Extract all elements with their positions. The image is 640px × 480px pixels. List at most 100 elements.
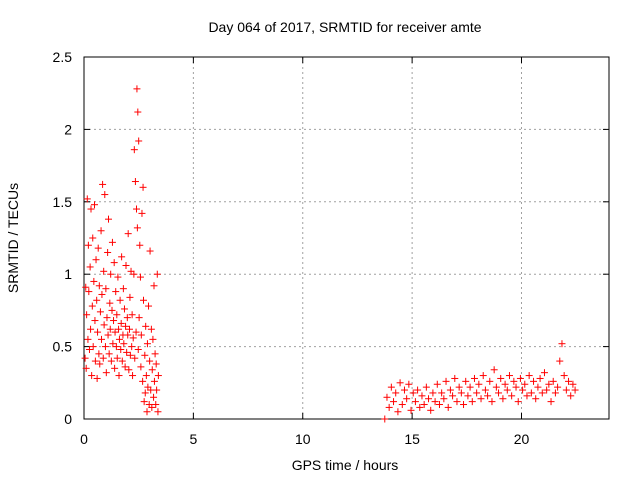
data-point xyxy=(460,401,468,409)
data-point xyxy=(519,386,527,394)
data-point xyxy=(558,340,566,348)
data-point xyxy=(97,227,105,235)
data-point xyxy=(488,398,496,406)
data-point xyxy=(457,389,465,397)
x-axis-label: GPS time / hours xyxy=(292,457,399,473)
data-point xyxy=(477,395,485,403)
data-point xyxy=(141,351,149,359)
data-point xyxy=(398,401,406,409)
data-point xyxy=(143,408,151,416)
data-point xyxy=(490,366,498,374)
data-point xyxy=(138,209,146,217)
data-point xyxy=(140,296,147,304)
data-point xyxy=(135,314,143,322)
data-point xyxy=(451,374,459,382)
data-point xyxy=(475,380,483,388)
data-point xyxy=(551,389,559,397)
data-point xyxy=(444,403,452,411)
data-point xyxy=(107,270,115,278)
data-point xyxy=(433,380,441,388)
data-point xyxy=(455,383,463,391)
data-point xyxy=(150,393,158,401)
data-point xyxy=(88,302,96,310)
data-point xyxy=(497,374,505,382)
data-point xyxy=(133,205,140,213)
data-point xyxy=(505,372,513,380)
data-point xyxy=(142,372,150,380)
data-point xyxy=(83,311,91,319)
data-point xyxy=(89,234,97,242)
data-point xyxy=(470,374,478,382)
data-point xyxy=(119,285,127,293)
data-point xyxy=(141,389,149,397)
data-point xyxy=(85,288,93,296)
data-point xyxy=(508,392,516,400)
data-point xyxy=(538,389,546,397)
data-point xyxy=(115,335,123,343)
data-point xyxy=(120,305,128,313)
data-point xyxy=(140,398,148,406)
data-point xyxy=(85,345,93,353)
data-point xyxy=(99,354,107,362)
data-point xyxy=(137,363,145,371)
data-point xyxy=(93,374,101,382)
data-point xyxy=(110,259,118,267)
data-point xyxy=(129,334,137,342)
data-point xyxy=(120,340,128,348)
data-point xyxy=(88,372,96,380)
data-point xyxy=(92,256,100,264)
data-point xyxy=(110,317,118,325)
data-point xyxy=(149,335,157,343)
data-point xyxy=(118,253,126,261)
data-point xyxy=(536,374,544,382)
data-point xyxy=(90,277,98,285)
grid xyxy=(84,57,609,419)
data-point xyxy=(385,403,393,411)
data-point xyxy=(115,372,123,380)
data-point xyxy=(147,386,155,394)
data-point xyxy=(83,195,91,203)
data-point xyxy=(154,408,162,416)
data-point xyxy=(435,401,443,409)
data-point xyxy=(112,343,120,351)
data-point xyxy=(124,230,132,238)
data-point xyxy=(114,273,122,281)
data-point xyxy=(418,392,426,400)
y-tick-label: 2.5 xyxy=(53,49,73,65)
data-point xyxy=(151,350,159,358)
data-point xyxy=(571,386,579,394)
data-point xyxy=(91,201,98,209)
data-point xyxy=(101,191,109,199)
data-point xyxy=(464,392,472,400)
data-point xyxy=(128,343,136,351)
data-point xyxy=(91,357,99,365)
data-point xyxy=(122,322,130,330)
data-point xyxy=(91,317,99,325)
data-point xyxy=(501,380,509,388)
data-point xyxy=(414,386,422,394)
data-point xyxy=(146,357,154,365)
data-point xyxy=(154,372,162,380)
axis-ticks: 0 5 10 15 20 0 0.5 1 1.5 2 2.5 xyxy=(53,49,609,447)
data-point xyxy=(150,377,158,385)
x-tick-label: 0 xyxy=(80,431,88,447)
data-point xyxy=(425,395,433,403)
data-point xyxy=(492,383,500,391)
data-point xyxy=(427,406,435,414)
data-point xyxy=(117,319,125,327)
data-point xyxy=(152,360,160,368)
data-point xyxy=(567,392,575,400)
data-point xyxy=(431,398,439,406)
data-point xyxy=(438,389,446,397)
y-tick-label: 0.5 xyxy=(53,339,73,355)
data-point xyxy=(394,408,402,416)
data-point xyxy=(400,386,408,394)
data-point xyxy=(105,350,113,358)
data-point xyxy=(125,366,133,374)
data-point xyxy=(381,415,389,423)
data-point xyxy=(462,377,470,385)
data-point xyxy=(89,343,97,351)
data-point xyxy=(543,386,551,394)
data-point xyxy=(123,348,131,356)
